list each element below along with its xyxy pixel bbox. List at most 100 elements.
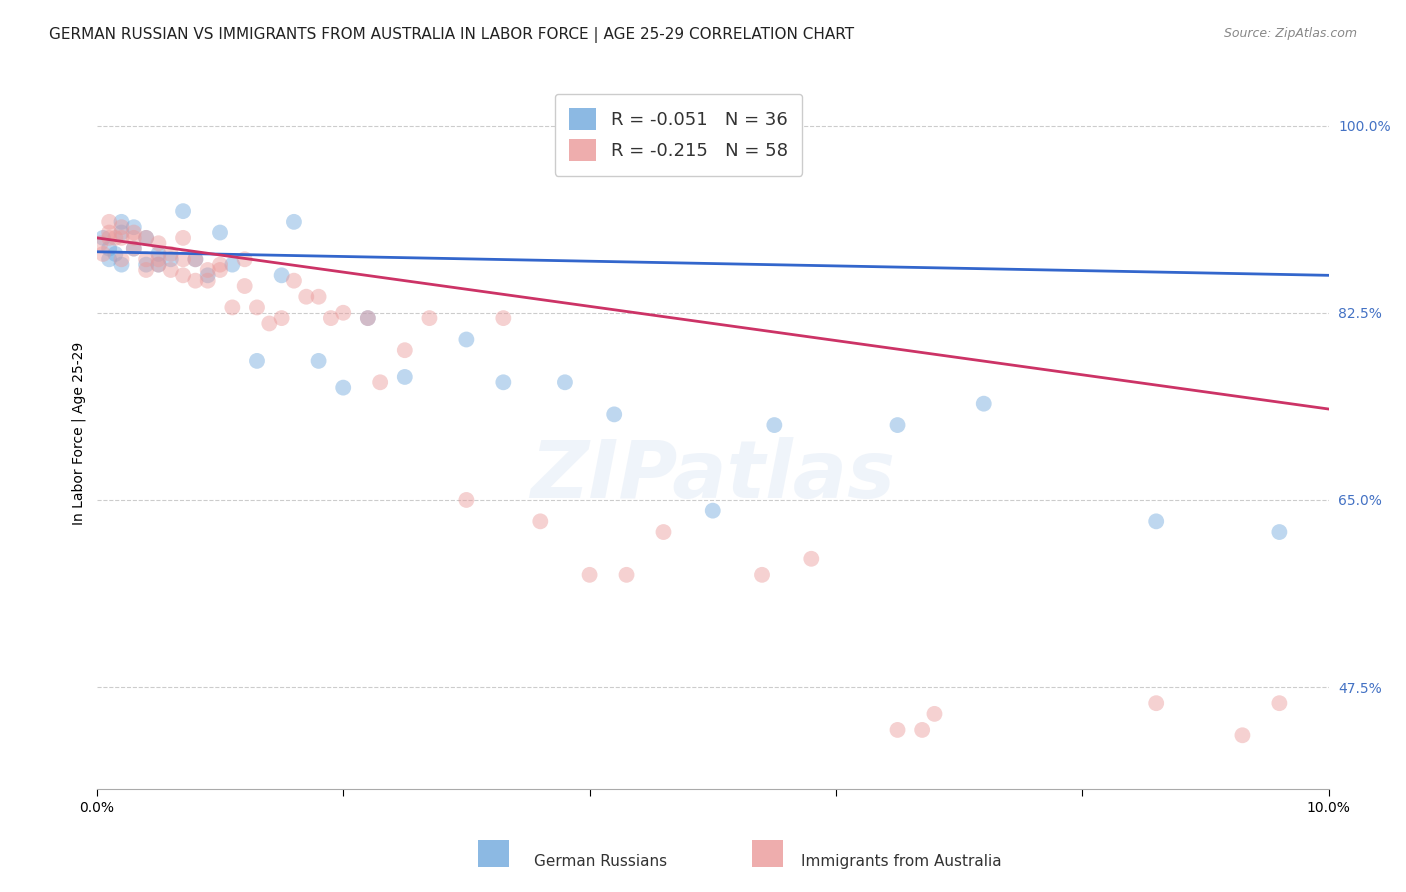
Point — [135, 231, 157, 245]
Point — [110, 220, 132, 235]
Bar — [478, 840, 509, 867]
Point — [578, 567, 600, 582]
Point — [197, 268, 219, 283]
Point — [554, 376, 576, 390]
Point — [529, 514, 551, 528]
Text: German Russians: German Russians — [534, 855, 668, 869]
Point — [308, 354, 330, 368]
Point — [159, 263, 181, 277]
Point — [1268, 524, 1291, 539]
Point — [122, 220, 145, 235]
Point — [91, 231, 114, 245]
Point — [98, 215, 121, 229]
Point — [135, 252, 157, 267]
Point — [332, 381, 354, 395]
Point — [197, 263, 219, 277]
Point — [104, 231, 127, 245]
Point — [886, 418, 908, 433]
Point — [652, 524, 675, 539]
Text: Source: ZipAtlas.com: Source: ZipAtlas.com — [1223, 27, 1357, 40]
Point — [800, 551, 823, 566]
Point — [973, 397, 995, 411]
Point — [616, 567, 638, 582]
Point — [394, 370, 416, 384]
Point — [110, 215, 132, 229]
Point — [603, 408, 626, 422]
Point — [208, 226, 231, 240]
Point — [702, 503, 724, 517]
Point — [319, 311, 342, 326]
Point — [184, 252, 207, 267]
Y-axis label: In Labor Force | Age 25-29: In Labor Force | Age 25-29 — [72, 342, 86, 524]
Point — [492, 311, 515, 326]
Point — [184, 274, 207, 288]
Point — [135, 263, 157, 277]
Point — [104, 247, 127, 261]
Point — [148, 247, 170, 261]
Point — [122, 242, 145, 256]
Point — [295, 290, 318, 304]
Point — [246, 354, 269, 368]
Point — [98, 231, 121, 245]
Point — [233, 279, 256, 293]
Point — [110, 258, 132, 272]
Point — [172, 231, 194, 245]
Point — [110, 226, 132, 240]
Point — [751, 567, 773, 582]
Point — [357, 311, 380, 326]
Point — [283, 215, 305, 229]
Point — [90, 236, 112, 251]
Point — [98, 226, 121, 240]
Point — [98, 252, 121, 267]
Point — [308, 290, 330, 304]
Point — [159, 252, 181, 267]
Point — [172, 252, 194, 267]
Point — [122, 231, 145, 245]
Point — [148, 258, 170, 272]
Point — [924, 706, 946, 721]
Point — [332, 306, 354, 320]
Point — [1268, 696, 1291, 710]
Point — [122, 242, 145, 256]
Text: Immigrants from Australia: Immigrants from Australia — [801, 855, 1002, 869]
Point — [221, 301, 243, 315]
Point — [368, 376, 391, 390]
Point — [172, 204, 194, 219]
Point — [110, 231, 132, 245]
Point — [184, 252, 207, 267]
Point — [135, 258, 157, 272]
Point — [148, 258, 170, 272]
Point — [91, 247, 114, 261]
Point — [270, 268, 292, 283]
Point — [98, 242, 121, 256]
Point — [197, 274, 219, 288]
Point — [208, 258, 231, 272]
Point — [122, 226, 145, 240]
Point — [763, 418, 786, 433]
Point — [418, 311, 440, 326]
Point — [110, 252, 132, 267]
Point — [1144, 514, 1167, 528]
Legend: R = -0.051   N = 36, R = -0.215   N = 58: R = -0.051 N = 36, R = -0.215 N = 58 — [555, 94, 803, 176]
Point — [394, 343, 416, 358]
Point — [246, 301, 269, 315]
Point — [148, 252, 170, 267]
Point — [259, 317, 281, 331]
Point — [456, 492, 478, 507]
Point — [159, 247, 181, 261]
Point — [1232, 728, 1254, 742]
Point — [172, 268, 194, 283]
Point — [208, 263, 231, 277]
Point — [456, 333, 478, 347]
Text: GERMAN RUSSIAN VS IMMIGRANTS FROM AUSTRALIA IN LABOR FORCE | AGE 25-29 CORRELATI: GERMAN RUSSIAN VS IMMIGRANTS FROM AUSTRA… — [49, 27, 855, 43]
Point — [283, 274, 305, 288]
Point — [886, 723, 908, 737]
Bar — [752, 840, 783, 867]
Point — [148, 236, 170, 251]
Point — [1144, 696, 1167, 710]
Point — [911, 723, 934, 737]
Text: ZIPatlas: ZIPatlas — [530, 437, 896, 515]
Point — [221, 258, 243, 272]
Point — [135, 231, 157, 245]
Point — [233, 252, 256, 267]
